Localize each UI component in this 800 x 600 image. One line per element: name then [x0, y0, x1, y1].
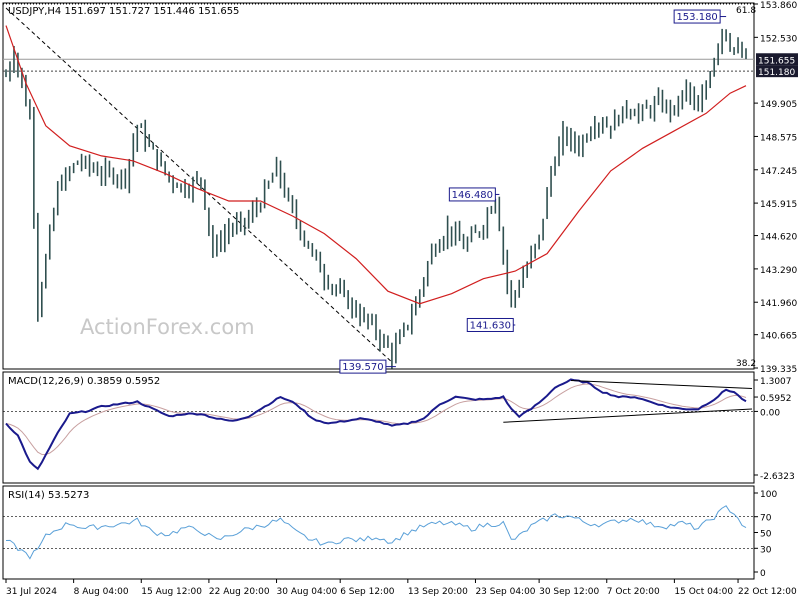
price-annotations: 153.180 146.480 141.630 139.570: [339, 9, 727, 374]
watermark-text: ActionForex.com: [80, 315, 255, 339]
downtrend-line: [5, 7, 393, 363]
time-tick-label: 13 Sep 20:00: [408, 587, 468, 597]
price-tick-label: 147.245: [760, 167, 797, 177]
macd-tick-label: 0.5952: [760, 394, 792, 404]
price-annotation-label: 141.630: [470, 320, 511, 331]
price-tick-label: 148.575: [760, 133, 797, 143]
price-axis: 153.860 152.530 151.655 151.180 149.905 148.5…: [754, 1, 798, 375]
macd-trendline: [570, 380, 753, 389]
price-tick-label: 141.960: [760, 299, 797, 309]
time-tick-label: 23 Sep 04:00: [475, 587, 535, 597]
price-tick-label: 153.860: [760, 1, 797, 11]
time-tick-label: 8 Aug 04:00: [74, 587, 129, 597]
time-tick-label: 22 Oct 12:00: [738, 587, 797, 597]
price-tag-label: 151.655: [758, 56, 795, 66]
time-tick-label: 22 Aug 20:00: [209, 587, 270, 597]
time-tick-label: 15 Oct 04:00: [674, 587, 733, 597]
moving-average-layer: [5, 25, 747, 305]
time-tick-label: 6 Sep 12:00: [340, 587, 395, 597]
rsi-tick-label: 30: [760, 545, 772, 555]
price-tick-label: 139.335: [760, 365, 797, 375]
fib-label-top: 61.8: [736, 6, 756, 16]
rsi-panel-title: RSI(14) 53.5273: [8, 490, 89, 501]
time-tick-label: 7 Oct 20:00: [607, 587, 660, 597]
price-tag-label: 151.180: [758, 68, 795, 78]
macd-signal-line: [5, 383, 747, 456]
rsi-tick-label: 100: [760, 490, 777, 500]
price-tag-box: [756, 65, 798, 78]
macd-tick-label: 1.3007: [760, 377, 792, 387]
price-annotation-label: 139.570: [342, 362, 383, 373]
price-tick-label: 144.620: [760, 233, 797, 243]
macd-tick-label: -2.6323: [760, 472, 795, 482]
price-annotation-label: 153.180: [676, 12, 717, 23]
macd-panel-title: MACD(12,26,9) 0.3859 0.5952: [8, 376, 160, 387]
price-grid-lines: [3, 3, 754, 72]
rsi-layer: [3, 505, 754, 560]
time-tick-label: 30 Aug 04:00: [277, 587, 338, 597]
time-tick-label: 15 Aug 12:00: [141, 587, 202, 597]
time-tick-label: 30 Sep 12:00: [539, 587, 599, 597]
rsi-tick-label: 50: [760, 530, 772, 540]
time-tick-label: 31 Jul 2024: [6, 587, 57, 597]
price-tick-label: 143.290: [760, 266, 797, 276]
fib-label-bottom: 38.2: [736, 359, 756, 369]
price-trendline: [5, 7, 393, 363]
price-tick-label: 145.915: [760, 200, 797, 210]
time-axis: 31 Jul 2024 8 Aug 04:00 15 Aug 12:00 22 Aug…: [5, 579, 797, 597]
rsi-tick-label: 70: [760, 514, 772, 524]
moving-average-line: [5, 25, 747, 305]
macd-trendline: [503, 408, 753, 423]
rsi-axis: 100 70 50 30 0: [754, 490, 777, 579]
price-annotation-label: 146.480: [452, 190, 493, 201]
macd-layer: [3, 378, 754, 471]
price-tick-label: 152.530: [760, 34, 797, 44]
price-tag-box: [756, 53, 798, 66]
macd-axis: 1.3007 0.5952 0.00 -2.6323: [754, 377, 795, 482]
macd-line: [5, 378, 747, 471]
macd-tick-label: 0.00: [760, 408, 780, 418]
price-tick-label: 149.905: [760, 100, 797, 110]
price-bars: [5, 28, 747, 369]
price-panel-title: USDJPY,H4 151.697 151.727 151.446 151.65…: [8, 6, 239, 17]
rsi-line: [5, 505, 747, 560]
rsi-tick-label: 0: [760, 569, 766, 579]
price-tick-label: 140.665: [760, 332, 797, 342]
